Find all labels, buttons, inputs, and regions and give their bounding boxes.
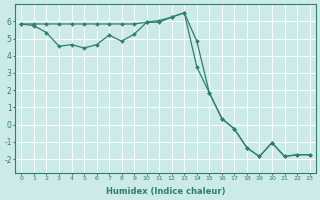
- X-axis label: Humidex (Indice chaleur): Humidex (Indice chaleur): [106, 187, 225, 196]
